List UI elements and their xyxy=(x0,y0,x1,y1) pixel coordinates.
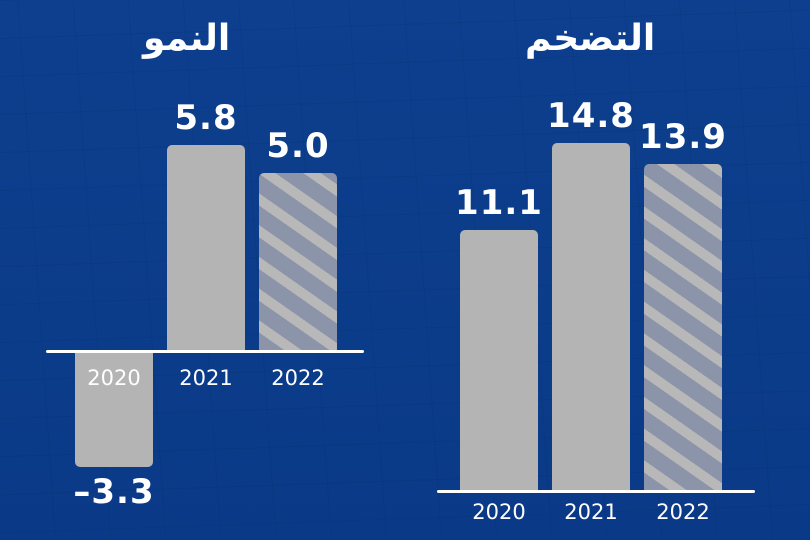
growth-tick-2021: 2021 xyxy=(179,366,233,390)
growth-value-2022: 5.0 xyxy=(266,126,330,166)
inflation-tick-2021: 2021 xyxy=(564,500,618,524)
inflation-baseline xyxy=(437,490,755,493)
inflation-bar-2020 xyxy=(460,230,538,492)
inflation-tick-2020: 2020 xyxy=(472,500,526,524)
growth-tick-2020: 2020 xyxy=(87,366,141,390)
inflation-value-2022: 13.9 xyxy=(639,117,727,157)
growth-title: النمو xyxy=(143,18,231,59)
inflation-value-2020: 11.1 xyxy=(455,183,543,223)
inflation-bar-2022 xyxy=(644,164,722,492)
growth-value-2020: –3.3 xyxy=(73,472,155,512)
growth-bar-2021 xyxy=(167,145,245,352)
inflation-title: التضخم xyxy=(525,18,656,59)
inflation-bar-2021 xyxy=(552,143,630,492)
growth-baseline xyxy=(46,350,364,353)
growth-value-2021: 5.8 xyxy=(174,98,238,138)
growth-tick-2022: 2022 xyxy=(271,366,325,390)
inflation-tick-2022: 2022 xyxy=(656,500,710,524)
growth-bar-2022 xyxy=(259,173,337,352)
growth-bar-2020 xyxy=(75,352,153,467)
inflation-value-2021: 14.8 xyxy=(547,96,635,136)
